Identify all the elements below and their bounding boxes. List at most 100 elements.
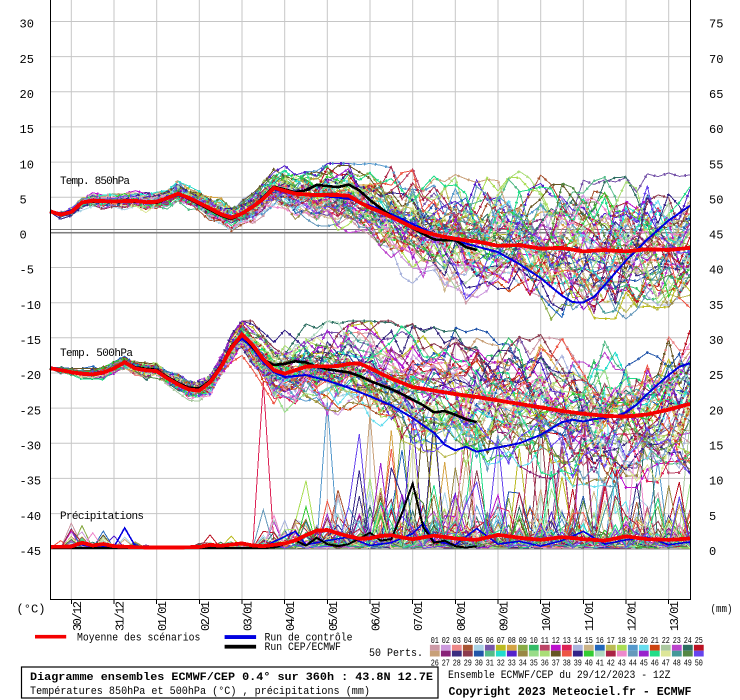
svg-text:Moyenne des scénarios: Moyenne des scénarios [77, 633, 200, 645]
svg-text:34: 34 [519, 659, 527, 669]
svg-text:0: 0 [20, 229, 27, 243]
svg-text:09: 09 [519, 636, 527, 646]
svg-text:22: 22 [662, 636, 670, 646]
svg-text:75: 75 [709, 18, 723, 32]
svg-text:10: 10 [709, 475, 723, 489]
svg-text:70: 70 [709, 53, 723, 67]
svg-text:0: 0 [709, 545, 716, 559]
svg-text:50: 50 [709, 193, 723, 207]
svg-text:Températures 850hPa et 500hPa: Températures 850hPa et 500hPa (°C) , pré… [30, 686, 370, 698]
svg-text:02: 02 [442, 636, 450, 646]
svg-text:15: 15 [585, 636, 593, 646]
svg-text:36: 36 [541, 659, 549, 669]
svg-text:-30: -30 [20, 440, 42, 454]
svg-text:16: 16 [596, 636, 604, 646]
svg-text:-20: -20 [20, 369, 42, 383]
svg-text:05: 05 [475, 636, 483, 646]
svg-text:42: 42 [607, 659, 615, 669]
svg-text:Diagramme ensembles ECMWF/CEP: Diagramme ensembles ECMWF/CEP 0.4° sur 3… [30, 672, 433, 684]
svg-text:24: 24 [684, 636, 692, 646]
svg-text:31/12: 31/12 [114, 601, 128, 631]
svg-text:12: 12 [552, 636, 560, 646]
svg-text:30: 30 [20, 18, 34, 32]
svg-text:Temp. 500hPa: Temp. 500hPa [60, 348, 133, 360]
svg-text:31: 31 [486, 659, 494, 669]
svg-text:33: 33 [508, 659, 516, 669]
svg-text:38: 38 [563, 659, 571, 669]
svg-text:50 Perts.: 50 Perts. [369, 648, 423, 660]
svg-text:25: 25 [20, 53, 34, 67]
svg-text:35: 35 [530, 659, 538, 669]
svg-text:25: 25 [709, 369, 723, 383]
svg-text:65: 65 [709, 88, 723, 102]
svg-text:21: 21 [651, 636, 659, 646]
svg-text:-45: -45 [20, 545, 42, 559]
svg-text:40: 40 [585, 659, 593, 669]
svg-text:47: 47 [662, 659, 670, 669]
svg-text:11/01: 11/01 [583, 601, 597, 631]
svg-text:06: 06 [486, 636, 494, 646]
svg-text:28: 28 [453, 659, 461, 669]
svg-text:30/12: 30/12 [71, 601, 85, 631]
svg-text:04/01: 04/01 [284, 601, 298, 631]
svg-text:10: 10 [20, 158, 34, 172]
svg-text:20: 20 [709, 404, 723, 418]
svg-text:-5: -5 [20, 264, 34, 278]
svg-text:Run CEP/ECMWF: Run CEP/ECMWF [265, 642, 341, 654]
svg-text:04: 04 [464, 636, 472, 646]
svg-text:Copyright 2023 Meteociel.fr -: Copyright 2023 Meteociel.fr - ECMWF [449, 685, 692, 699]
svg-text:14: 14 [574, 636, 582, 646]
svg-text:30: 30 [475, 659, 483, 669]
svg-text:Précipitations: Précipitations [60, 511, 144, 523]
svg-text:23: 23 [673, 636, 681, 646]
svg-text:60: 60 [709, 123, 723, 137]
svg-text:12/01: 12/01 [626, 601, 640, 631]
svg-text:39: 39 [574, 659, 582, 669]
svg-text:26: 26 [431, 659, 439, 669]
svg-text:32: 32 [497, 659, 505, 669]
svg-text:05/01: 05/01 [327, 601, 341, 631]
svg-text:(°C): (°C) [17, 603, 46, 617]
svg-text:49: 49 [684, 659, 692, 669]
svg-text:18: 18 [618, 636, 626, 646]
svg-text:-10: -10 [20, 299, 42, 313]
svg-text:45: 45 [709, 229, 723, 243]
svg-text:08/01: 08/01 [455, 601, 469, 631]
svg-text:19: 19 [629, 636, 637, 646]
svg-text:30: 30 [709, 334, 723, 348]
svg-text:09/01: 09/01 [498, 601, 512, 631]
svg-text:-40: -40 [20, 510, 42, 524]
svg-text:01/01: 01/01 [156, 601, 170, 631]
svg-text:27: 27 [442, 659, 450, 669]
svg-text:06/01: 06/01 [370, 601, 384, 631]
svg-text:55: 55 [709, 158, 723, 172]
svg-text:-15: -15 [20, 334, 42, 348]
svg-text:03: 03 [453, 636, 461, 646]
svg-text:20: 20 [20, 88, 34, 102]
svg-text:13/01: 13/01 [668, 601, 682, 631]
svg-text:43: 43 [618, 659, 626, 669]
svg-text:-25: -25 [20, 404, 42, 418]
svg-text:Run de contrôle: Run de contrôle [265, 633, 353, 645]
svg-text:08: 08 [508, 636, 516, 646]
svg-text:-35: -35 [20, 475, 42, 489]
svg-text:37: 37 [552, 659, 560, 669]
svg-text:Temp. 850hPa: Temp. 850hPa [60, 176, 130, 188]
svg-text:(mm): (mm) [711, 604, 733, 616]
svg-text:35: 35 [709, 299, 723, 313]
svg-text:07: 07 [497, 636, 505, 646]
svg-text:10/01: 10/01 [540, 601, 554, 631]
svg-text:17: 17 [607, 636, 615, 646]
svg-text:40: 40 [709, 264, 723, 278]
svg-text:48: 48 [673, 659, 681, 669]
svg-text:29: 29 [464, 659, 472, 669]
svg-text:45: 45 [640, 659, 648, 669]
svg-text:01: 01 [431, 636, 439, 646]
svg-text:5: 5 [709, 510, 716, 524]
svg-text:50: 50 [695, 659, 703, 669]
svg-text:07/01: 07/01 [412, 601, 426, 631]
svg-text:15: 15 [20, 123, 34, 137]
svg-text:44: 44 [629, 659, 637, 669]
svg-text:25: 25 [695, 636, 703, 646]
svg-text:5: 5 [20, 193, 27, 207]
